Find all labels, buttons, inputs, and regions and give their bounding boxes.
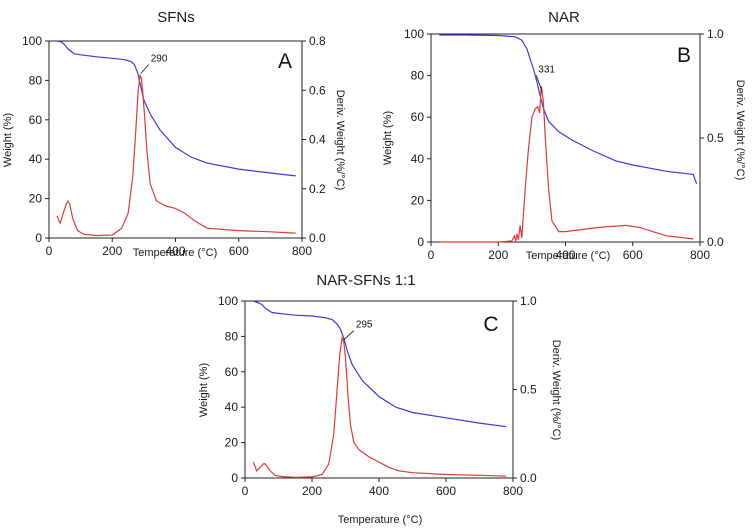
y-tick-label: 60 [411,110,425,124]
y2-tick-label: 0.8 [309,34,326,48]
y2-axis-label: Deriv. Weight (%/°C) [550,340,562,441]
y-tick-label: 40 [411,152,425,166]
y-tick-label: 60 [29,113,43,127]
deriv-weight-line [56,73,296,237]
y-tick-label: 20 [225,436,239,450]
y2-tick-label: 0.5 [520,383,537,397]
panel-a-sfns: SFNs A Temperature (°C) Weight (%) Deriv… [2,9,346,259]
y-tick-label: 20 [29,192,43,206]
x-axis-label: Temperature (°C) [526,250,610,262]
peak-label: 295 [356,320,373,331]
deriv-weight-line [439,85,694,243]
y-tick-label: 100 [22,34,42,48]
y2-tick-label: 1.0 [707,27,724,41]
y-tick-label: 40 [29,152,43,166]
x-tick-label: 800 [503,484,523,498]
y-tick-label: 80 [29,73,43,87]
x-tick-label: 600 [436,484,456,498]
panel-label: B [677,44,691,67]
y-axis-label: Weight (%) [2,113,14,167]
y-tick-label: 100 [404,27,424,41]
y-tick-label: 20 [411,193,425,207]
chart-title: NAR-SFNs 1:1 [316,272,415,289]
x-tick-label: 800 [690,248,710,262]
y-axis-label: Weight (%) [382,111,394,165]
chart-title: NAR [548,9,580,26]
peak-label: 331 [538,64,555,75]
peak-leader-line [140,64,150,74]
peak-leader-line [343,330,355,341]
y-tick-label: 0 [35,231,42,245]
x-axis-label: Temperature (°C) [133,247,217,259]
x-tick-label: 400 [555,248,575,262]
y-axis-label: Weight (%) [198,363,210,417]
y2-axis-label: Deriv. Weight (%/°C) [334,90,346,191]
panel-c-nar-sfns: NAR-SFNs 1:1 C Temperature (°C) Weight (… [198,272,562,526]
panel-b-nar: NAR B Temperature (°C) Weight (%) Deriv.… [382,9,746,262]
y-tick-label: 60 [225,365,239,379]
y2-tick-label: 0.6 [309,83,326,97]
x-tick-label: 0 [46,244,53,258]
x-tick-label: 600 [623,248,643,262]
x-tick-label: 200 [488,248,508,262]
chart-title: SFNs [157,9,195,26]
panel-label: A [278,50,292,73]
x-tick-label: 200 [302,484,322,498]
weight-line [439,34,698,185]
y2-tick-label: 0.2 [309,182,326,196]
panel-label: C [483,313,498,336]
y2-tick-label: 0.4 [309,133,326,147]
peak-label: 290 [151,53,168,64]
y2-tick-label: 0.0 [707,235,724,249]
y2-tick-label: 0.0 [309,231,326,245]
peak-leader-line [535,75,543,93]
x-tick-label: 800 [292,244,312,258]
x-tick-label: 200 [102,244,122,258]
plot-frame [430,33,701,243]
y-tick-label: 100 [218,294,238,308]
y-tick-label: 80 [411,69,425,83]
x-tick-label: 400 [165,244,185,258]
weight-line [56,40,296,177]
weight-line [253,300,507,428]
x-tick-label: 0 [242,484,249,498]
x-tick-label: 0 [428,248,435,262]
deriv-weight-line [252,336,507,478]
x-axis-label: Temperature (°C) [338,514,422,526]
y2-tick-label: 0.5 [707,131,724,145]
plot-frame [244,300,514,479]
x-tick-label: 400 [369,484,389,498]
y-tick-label: 0 [417,235,424,249]
y-tick-label: 40 [225,400,239,414]
y2-tick-label: 0.0 [520,471,537,485]
y2-tick-label: 1.0 [520,294,537,308]
y-tick-label: 80 [225,329,239,343]
x-tick-label: 600 [229,244,249,258]
y2-axis-label: Deriv. Weight (%/°C) [734,80,746,181]
y-tick-label: 0 [231,471,238,485]
